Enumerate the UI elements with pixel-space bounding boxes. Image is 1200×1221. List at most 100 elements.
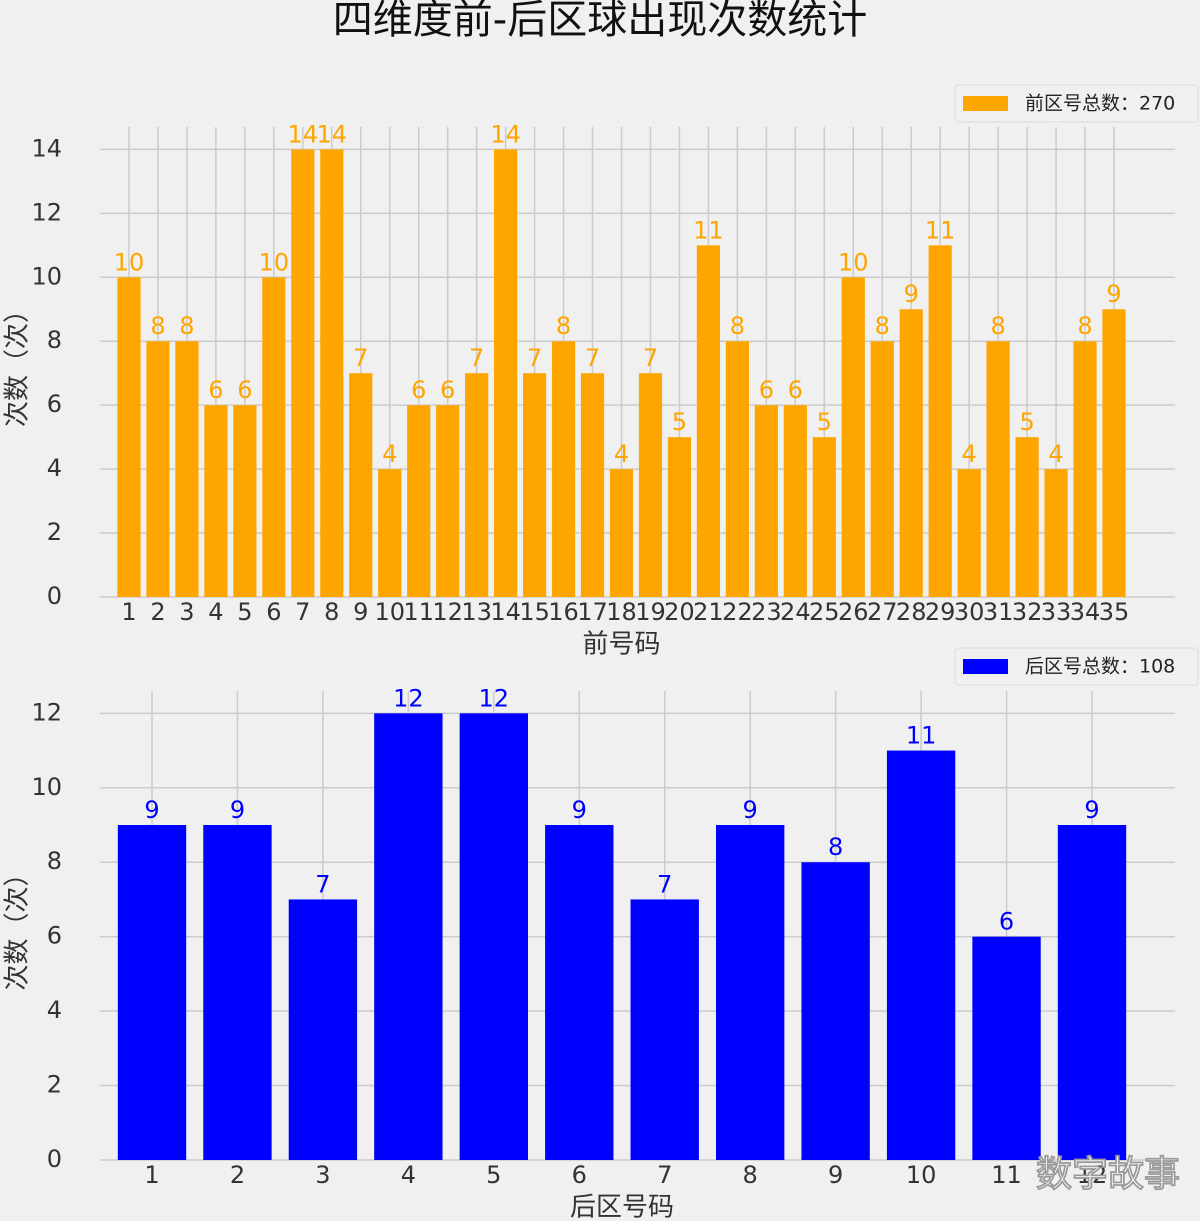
data-label: 7 [643, 344, 658, 372]
bar [580, 373, 605, 597]
bar [203, 825, 272, 1160]
x-tick-label: 12 [1077, 1161, 1108, 1189]
x-tick-label: 24 [780, 598, 811, 626]
bar [175, 341, 199, 597]
legend-label: 后区号总数：108 [1025, 656, 1175, 678]
x-tick-label: 4 [401, 1161, 416, 1189]
legend-box [954, 647, 1199, 686]
y-tick-label: 8 [47, 326, 62, 354]
x-tick-label: 5 [237, 598, 252, 626]
data-label: 8 [150, 312, 165, 340]
x-tick-label: 29 [925, 598, 956, 626]
x-tick-label: 5 [486, 1161, 501, 1189]
y-tick-label: 0 [47, 582, 62, 610]
bar [1057, 825, 1127, 1160]
x-tick-label: 3 [315, 1161, 330, 1189]
bar [801, 862, 870, 1160]
bar [716, 825, 785, 1160]
data-label: 6 [411, 376, 426, 404]
watermark: 数字故事 [1036, 1154, 1180, 1195]
x-tick-label: 26 [838, 598, 869, 626]
legend-box [954, 84, 1199, 123]
bar [551, 341, 576, 597]
x-tick-label: 31 [983, 598, 1014, 626]
x-tick-label: 6 [266, 598, 281, 626]
bar [459, 713, 528, 1160]
x-tick-label: 17 [577, 598, 608, 626]
bar [1044, 469, 1068, 597]
bar [374, 713, 443, 1160]
data-label: 10 [838, 248, 869, 276]
data-label: 5 [1019, 408, 1034, 436]
data-label: 4 [614, 440, 629, 468]
y-tick-label: 6 [47, 922, 62, 950]
y-tick-label: 8 [47, 847, 62, 875]
x-tick-label: 7 [657, 1161, 672, 1189]
data-label: 14 [317, 120, 348, 148]
x-tick-label: 34 [1070, 598, 1101, 626]
data-label: 11 [906, 722, 937, 750]
data-label: 9 [144, 796, 159, 824]
data-label: 8 [875, 312, 890, 340]
x-tick-label: 4 [208, 598, 223, 626]
bar [288, 899, 358, 1160]
bar [465, 373, 489, 597]
y-tick-label: 0 [47, 1145, 62, 1173]
bar [841, 277, 865, 597]
x-tick-label: 10 [374, 598, 405, 626]
bar [638, 373, 663, 597]
y-axis-label: 次数（次） [3, 860, 33, 990]
figure-title: 四维度前-后区球出现次数统计 [333, 0, 867, 43]
bar [204, 405, 228, 597]
x-tick-label: 1 [144, 1161, 159, 1189]
bar [291, 149, 315, 597]
data-label: 11 [693, 216, 724, 244]
bar [1102, 309, 1126, 597]
x-tick-label: 32 [1012, 598, 1043, 626]
x-tick-label: 22 [722, 598, 753, 626]
y-tick-label: 12 [31, 698, 62, 726]
x-tick-label: 19 [635, 598, 666, 626]
data-label: 8 [1077, 312, 1092, 340]
bar [1015, 437, 1039, 597]
x-tick-label: 28 [896, 598, 927, 626]
bar [870, 341, 894, 597]
bar [783, 405, 807, 597]
data-label: 14 [288, 120, 319, 148]
y-tick-label: 12 [31, 198, 62, 226]
x-tick-label: 35 [1099, 598, 1130, 626]
data-label: 6 [759, 376, 774, 404]
data-label: 10 [259, 248, 290, 276]
x-tick-label: 11 [991, 1161, 1022, 1189]
bar [320, 149, 344, 597]
x-axis-label: 前号码 [582, 630, 660, 660]
data-label: 6 [237, 376, 252, 404]
x-tick-label: 23 [751, 598, 782, 626]
data-label: 9 [1084, 796, 1099, 824]
x-tick-label: 9 [828, 1161, 843, 1189]
y-tick-label: 10 [31, 262, 62, 290]
legend-swatch [963, 96, 1008, 111]
bar [899, 309, 923, 597]
data-label: 6 [440, 376, 455, 404]
x-tick-label: 3 [179, 598, 194, 626]
bar [262, 277, 286, 597]
bar [754, 405, 778, 597]
x-tick-label: 30 [954, 598, 985, 626]
bar [667, 437, 692, 597]
data-label: 5 [672, 408, 687, 436]
x-tick-label: 2 [150, 598, 165, 626]
bar [407, 405, 431, 597]
x-tick-label: 1 [121, 598, 136, 626]
data-label: 4 [962, 440, 977, 468]
data-label: 9 [572, 796, 587, 824]
x-tick-label: 11 [403, 598, 434, 626]
bar [812, 437, 836, 597]
bar [378, 469, 402, 597]
bar [886, 750, 956, 1160]
x-tick-label: 33 [1041, 598, 1072, 626]
x-tick-label: 12 [432, 598, 463, 626]
y-tick-label: 2 [47, 518, 62, 546]
data-label: 8 [990, 312, 1005, 340]
